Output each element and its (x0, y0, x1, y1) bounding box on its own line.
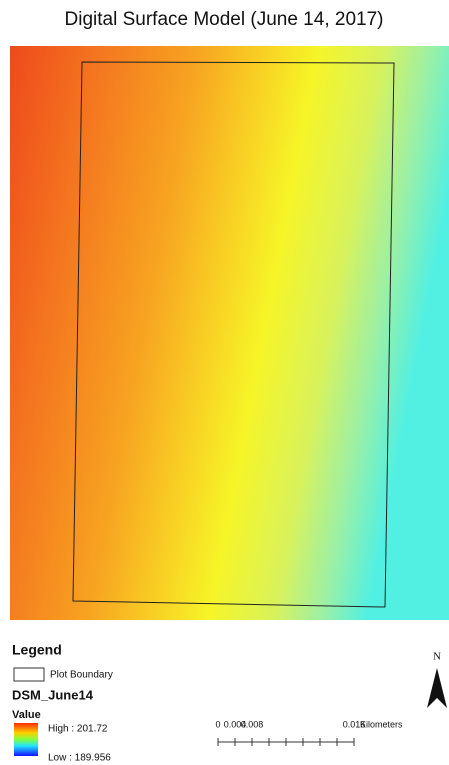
dsm-raster (10, 46, 449, 620)
map-title: Digital Surface Model (June 14, 2017) (65, 9, 384, 30)
scale-unit: Kilometers (360, 719, 403, 729)
north-label: N (433, 651, 441, 663)
legend-value-heading: Value (12, 709, 41, 721)
legend-boundary-swatch (14, 668, 44, 681)
legend-boundary-label: Plot Boundary (50, 670, 113, 681)
page: {"title": "Digital Surface Model (June 1… (0, 0, 449, 765)
legend-low-label: Low : 189.956 (48, 753, 111, 764)
map-layout: Digital Surface Model (June 14, 2017) Le… (0, 0, 449, 765)
legend-heading: Legend (12, 642, 62, 658)
north-arrow (427, 668, 447, 708)
legend-layer-name: DSM_June14 (12, 687, 94, 702)
legend-high-label: High : 201.72 (48, 724, 108, 735)
legend-color-ramp (14, 723, 38, 756)
scale-label: 0 (215, 719, 220, 729)
scale-label: 0.008 (241, 719, 264, 729)
